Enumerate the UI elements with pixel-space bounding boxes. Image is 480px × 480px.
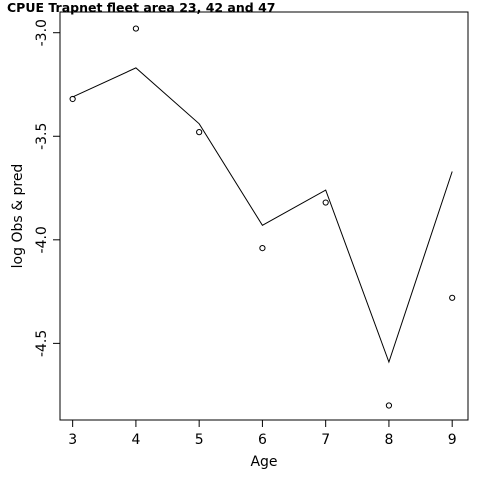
observed-point [385,402,393,409]
x-tick-label: 6 [258,432,267,448]
y-tick-label: -4.0 [34,226,50,253]
y-tick-label: -3.0 [34,19,50,46]
y-tick-label: -4.5 [34,330,50,357]
x-tick-label: 3 [68,432,77,448]
observed-point [449,294,456,301]
plot-frame [59,11,469,421]
x-tick-label: 9 [448,432,457,448]
y-tick-label: -3.5 [34,123,50,150]
chart-title: CPUE Trapnet fleet area 23, 42 and 47 [7,0,275,15]
y-axis-label: log Obs & pred [10,164,26,269]
y-axis: -3.0 -3.5 -4.0 -4.5 [34,19,61,357]
observed-point [259,245,266,252]
predicted-line [72,67,453,364]
x-tick-label: 7 [321,432,330,448]
observed-point [196,129,203,136]
x-tick-label: 4 [131,432,140,448]
x-axis: 3 4 5 6 7 8 9 [68,419,457,448]
series-layer [69,25,456,409]
observed-point [132,25,140,32]
x-tick-label: 8 [384,432,393,448]
observed-point [322,199,329,206]
x-tick-label: 5 [195,432,204,448]
x-axis-label: Age [250,454,277,470]
observed-point [69,95,76,103]
